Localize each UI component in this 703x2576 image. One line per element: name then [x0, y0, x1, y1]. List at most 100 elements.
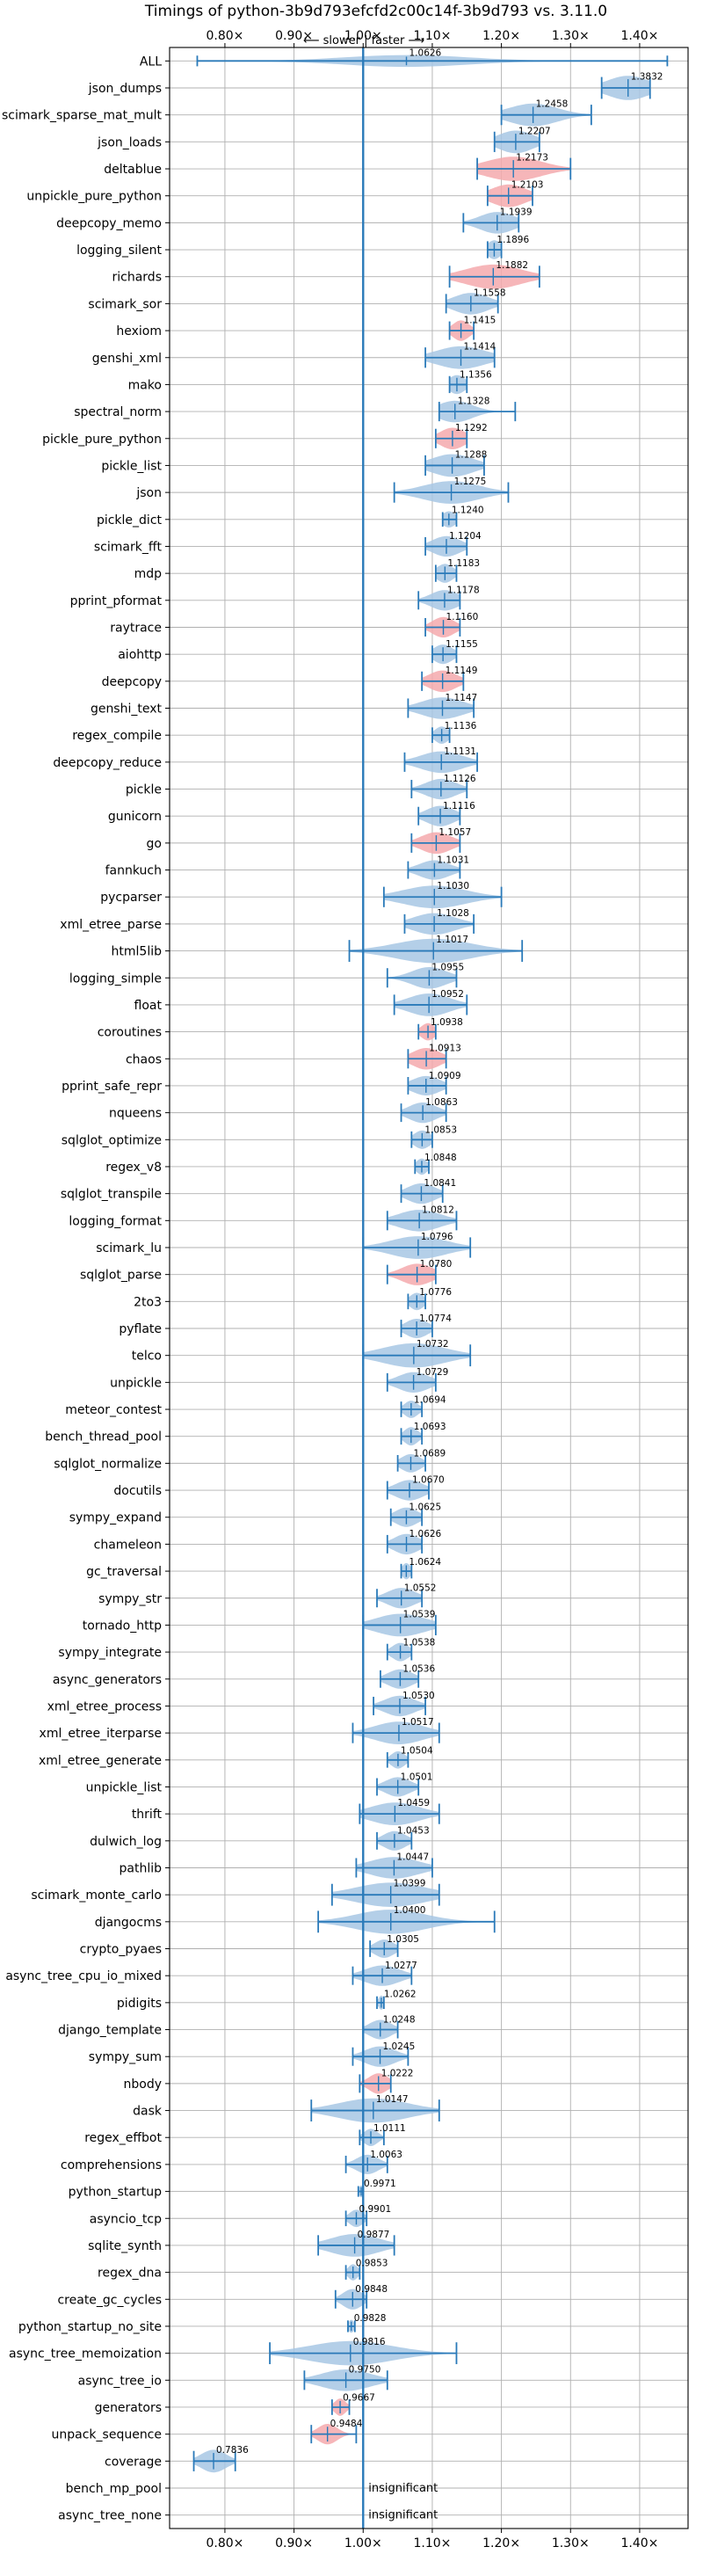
value-label: 1.1116: [443, 801, 475, 811]
category-label: python_startup: [69, 2186, 162, 2200]
value-label: 1.1328: [458, 396, 490, 406]
value-label: 1.0625: [409, 1503, 441, 1513]
category-label: go: [147, 837, 162, 851]
tick-label-bottom: 1.10×: [413, 2536, 451, 2551]
tick-label-top: 0.80×: [206, 29, 243, 43]
value-label: 1.0689: [413, 1449, 446, 1459]
category-label: regex_effbot: [84, 2131, 162, 2145]
category-label: async_tree_io: [78, 2374, 162, 2388]
value-label: 0.9877: [358, 2230, 390, 2240]
category-label: mdp: [134, 567, 163, 581]
value-label: 1.0147: [376, 2094, 409, 2105]
value-label: 1.2207: [518, 126, 551, 136]
value-label: 1.0693: [414, 1422, 446, 1432]
frame-layer: [165, 43, 689, 2533]
category-label: json_dumps: [88, 82, 162, 96]
value-label: 1.1896: [496, 235, 529, 245]
category-label: aiohttp: [118, 648, 162, 662]
category-label: sympy_sum: [89, 2050, 162, 2064]
value-label: 1.1183: [447, 558, 480, 569]
category-label: async_generators: [53, 1673, 162, 1687]
category-label: unpack_sequence: [52, 2428, 162, 2442]
value-label: 1.0538: [403, 1637, 436, 1648]
value-label: 0.9828: [354, 2313, 387, 2324]
category-label: json: [135, 486, 162, 500]
value-label: 1.0277: [385, 1961, 417, 1971]
category-label: unpickle: [110, 1376, 162, 1390]
category-label: dulwich_log: [90, 1835, 162, 1849]
category-label: gunicorn: [108, 810, 162, 824]
value-label: 1.1147: [445, 693, 477, 703]
tick-label-bottom: 0.80×: [206, 2536, 243, 2551]
tick-label-bottom: 1.30×: [552, 2536, 590, 2551]
category-label: nbody: [124, 2078, 163, 2092]
category-label: json_loads: [97, 135, 162, 149]
value-label: 0.9901: [359, 2204, 391, 2215]
category-label: pickle_list: [101, 459, 162, 473]
value-label: 1.0841: [424, 1178, 456, 1189]
category-label: bench_mp_pool: [66, 2482, 162, 2496]
tick-label-bottom: 1.40×: [620, 2536, 658, 2551]
category-label: xml_etree_generate: [39, 1754, 162, 1768]
category-label: pprint_safe_repr: [62, 1080, 162, 1094]
direction-subtitle: ⟵ slower | faster ⟶: [303, 34, 424, 47]
category-label: xml_etree_iterparse: [40, 1727, 162, 1741]
value-label: 1.0853: [424, 1125, 457, 1136]
value-label: 1.1030: [437, 881, 469, 891]
value-label: 1.1178: [447, 585, 480, 595]
value-label: 1.0626: [409, 1529, 442, 1539]
category-label: deepcopy_reduce: [53, 756, 162, 770]
category-label: genshi_text: [91, 702, 163, 717]
category-label: sqlglot_parse: [80, 1269, 162, 1283]
value-label: 0.9971: [364, 2179, 396, 2189]
category-label: gc_traversal: [86, 1565, 162, 1579]
category-label: djangocms: [95, 1916, 162, 1930]
value-label: 1.0453: [397, 1826, 430, 1837]
value-label: 1.0504: [401, 1745, 433, 1756]
category-label: regex_dna: [98, 2267, 162, 2281]
category-label: sympy_expand: [69, 1511, 162, 1525]
category-label: sqlite_synth: [88, 2239, 162, 2253]
category-label: deltablue: [104, 163, 162, 177]
category-label: unpickle_list: [86, 1780, 163, 1794]
value-label: 1.0539: [403, 1609, 436, 1619]
tick-label-bottom: 1.20×: [482, 2536, 520, 2551]
category-label: regex_compile: [72, 729, 162, 743]
value-label: 1.0063: [370, 2150, 402, 2160]
category-label: logging_silent: [76, 244, 162, 258]
category-label: pyflate: [119, 1322, 162, 1336]
category-label: django_template: [58, 2024, 162, 2038]
tick-label-top: 1.30×: [552, 29, 590, 43]
value-label: 1.0552: [404, 1583, 437, 1593]
value-label: 1.1160: [446, 612, 479, 622]
value-label: 1.2458: [536, 99, 569, 110]
value-label: 1.0812: [422, 1205, 454, 1216]
tick-label-top: 0.90×: [275, 29, 313, 43]
category-label: scimark_lu: [96, 1241, 162, 1255]
category-label: scimark_fft: [94, 540, 163, 554]
value-label: 1.1240: [452, 506, 484, 516]
value-label: 1.1292: [455, 423, 488, 433]
value-label: 1.0245: [383, 2041, 416, 2052]
value-label: 1.0222: [381, 2068, 414, 2078]
value-label: 1.1031: [437, 855, 469, 865]
category-label: pycparser: [100, 891, 162, 905]
category-label: create_gc_cycles: [57, 2293, 162, 2307]
category-label: thrift: [132, 1808, 163, 1822]
label-layer: Timings of python-3b9d793efcfd2c00c14f-3…: [2, 3, 663, 2551]
category-label: python_startup_no_site: [18, 2320, 162, 2334]
category-label: generators: [95, 2401, 162, 2415]
category-label: spectral_norm: [74, 405, 162, 419]
value-label: 1.0848: [424, 1153, 457, 1163]
category-label: dask: [133, 2105, 163, 2119]
value-label: 0.9816: [353, 2337, 386, 2347]
category-label: 2to3: [134, 1295, 162, 1309]
value-label: 1.0732: [417, 1339, 449, 1350]
chart-title: Timings of python-3b9d793efcfd2c00c14f-3…: [144, 3, 607, 20]
category-label: sympy_str: [98, 1592, 162, 1606]
value-label: 1.1939: [500, 207, 533, 218]
insignificant-label: insignificant: [368, 2509, 438, 2522]
category-label: coverage: [105, 2455, 162, 2469]
category-label: scimark_monte_carlo: [31, 1888, 162, 1903]
value-label: 1.3832: [631, 71, 663, 82]
